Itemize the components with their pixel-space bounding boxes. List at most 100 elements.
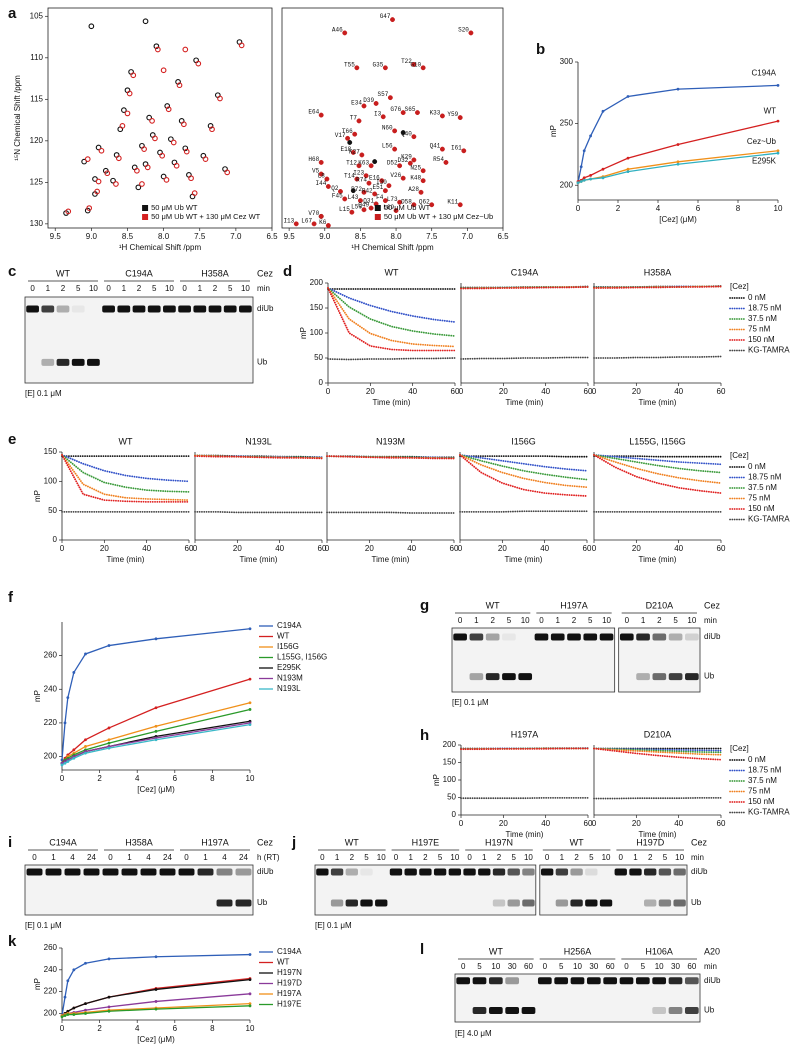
peak-label: G10 [410, 61, 421, 68]
peak [380, 114, 386, 120]
series-line [593, 796, 722, 800]
data-point [84, 1012, 87, 1015]
x-tick-label: 8.0 [158, 232, 170, 241]
y-tick-label: 240 [44, 684, 58, 693]
band [488, 977, 503, 985]
band [614, 868, 627, 876]
x-axis-label: Time (min) [372, 555, 410, 564]
band-label: diUb [704, 976, 721, 985]
band [26, 868, 43, 876]
data-point [154, 1000, 158, 1003]
series-line [593, 285, 722, 289]
band [505, 977, 520, 985]
peak [379, 178, 385, 184]
panel-letter: e [8, 431, 16, 448]
band [469, 633, 484, 641]
peak [149, 118, 155, 124]
x-tick-label: 4 [656, 204, 661, 213]
band [502, 673, 516, 681]
peak-label: F4 [376, 194, 384, 201]
band [522, 977, 536, 984]
data-point [72, 1013, 76, 1016]
band [636, 1007, 650, 1014]
band [472, 977, 487, 985]
data-point [84, 751, 87, 755]
peak-label: Q40 [401, 130, 412, 137]
lane-label: 2 [350, 853, 355, 862]
peak [207, 123, 214, 129]
x-tick-label: 7.5 [426, 232, 438, 241]
peak [86, 205, 93, 211]
band [636, 673, 650, 681]
band [684, 1006, 699, 1014]
legend-label: L155G, I156G [277, 653, 327, 662]
gel-caption: [E] 0.1 μM [452, 698, 489, 707]
data-point [66, 696, 70, 700]
y-tick-label: 220 [44, 718, 58, 727]
band [619, 977, 634, 985]
band [644, 899, 657, 907]
band [652, 1006, 667, 1014]
series-line [194, 510, 323, 514]
peak-label: T55 [344, 61, 355, 68]
lane-label: 1 [560, 853, 565, 862]
panel-letter: k [8, 933, 17, 950]
lane-label: 10 [241, 284, 250, 293]
peak [352, 131, 358, 137]
band [619, 633, 634, 641]
band [540, 868, 554, 876]
x-tick-label: 0 [459, 387, 464, 396]
band [239, 359, 252, 366]
y-axis-label: mP [33, 490, 42, 502]
x-axis-label: ¹H Chemical Shift /ppm [351, 243, 434, 252]
lane-label: 5 [438, 853, 443, 862]
band-label: diUb [691, 867, 708, 876]
band [193, 305, 207, 313]
peak-label: E34 [351, 100, 362, 107]
lane-label: 0 [619, 853, 624, 862]
band-label: Ub [704, 672, 715, 681]
band [668, 977, 683, 985]
band [673, 868, 686, 876]
band-label: diUb [704, 632, 721, 641]
band [419, 900, 431, 907]
x-tick-label: 20 [498, 544, 507, 553]
data-point [626, 167, 630, 171]
peak-label: E51 [373, 184, 384, 191]
lane-group-label: H197A [201, 837, 229, 847]
peak [420, 168, 426, 174]
row-label: Cez [704, 600, 721, 610]
series-line [460, 286, 589, 290]
band [668, 673, 683, 681]
data-point [589, 177, 592, 181]
lane-label: 5 [507, 616, 512, 625]
band [603, 1007, 617, 1014]
peak-label: L69 [383, 204, 394, 211]
peak [356, 163, 362, 169]
data-point [72, 671, 76, 674]
series-line [327, 287, 456, 337]
band [615, 900, 627, 907]
band [570, 868, 583, 876]
chart-title: N193L [245, 436, 272, 446]
peak [397, 163, 403, 169]
band [122, 900, 138, 907]
lane-label: 10 [521, 616, 530, 625]
peak-label: L50 [351, 203, 362, 210]
band [453, 633, 467, 641]
band [404, 868, 417, 876]
peak-label: E64 [308, 109, 319, 116]
y-tick-label: 200 [560, 180, 574, 189]
series-line [459, 510, 588, 513]
x-tick-label: 8 [210, 774, 215, 783]
peak [159, 152, 166, 159]
band [27, 900, 43, 907]
peak [134, 167, 140, 174]
data-point [63, 1014, 67, 1018]
data-point [248, 708, 252, 711]
series-line [577, 120, 779, 183]
data-point [248, 978, 252, 982]
band [554, 977, 569, 985]
x-axis-label: Time (min) [506, 830, 544, 839]
legend-label: 75 nM [748, 325, 771, 334]
